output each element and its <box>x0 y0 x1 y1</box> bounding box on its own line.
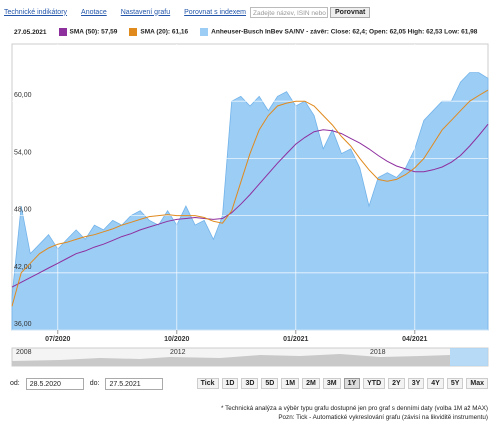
note: Pozn: Tick - Automatické vykreslování gr… <box>278 414 488 421</box>
range-button[interactable]: YTD <box>363 378 386 389</box>
range-button[interactable]: 1Y <box>343 378 361 389</box>
range-button[interactable]: 2M <box>302 378 320 389</box>
legend-item: SMA (50): 57,59 <box>58 28 118 36</box>
range-button[interactable]: 5Y <box>446 378 464 389</box>
range-button[interactable]: Tick <box>196 378 219 389</box>
legend-label: Anheuser-Busch InBev SA/NV - závěr: Clos… <box>211 28 478 36</box>
search-input[interactable]: Zadejte název, ISIN nebo <box>250 6 329 18</box>
controls: od: 28.5.2020 do: 27.5.2021 Tick 1D 3D 5D 1M… <box>10 376 488 391</box>
navigator: 2008 2012 2018 <box>11 347 489 367</box>
from-input[interactable]: 28.5.2020 <box>25 377 84 390</box>
legend-item: SMA (20): 61,16 <box>129 28 188 36</box>
legend: 27.05.2021 SMA (50): 57,59 SMA (20): 61,1… <box>14 28 477 36</box>
note: * Technická analýza a výběr typu grafu d… <box>221 405 488 412</box>
chart: 36,00 42,00 48,00 54,00 60,00 07/2020 10/2020 0… <box>11 43 489 343</box>
toolbar-link[interactable]: Anotace <box>81 8 107 16</box>
close-area <box>11 72 489 331</box>
x-tick-label: 10/2020 <box>164 336 189 343</box>
legend-label: SMA (20): 61,16 <box>140 28 189 36</box>
range-button[interactable]: 3D <box>241 378 259 389</box>
navigator-year: 2018 <box>370 349 386 356</box>
navigator-year: 2008 <box>16 349 32 356</box>
toolbar-link[interactable]: Technické indikátory <box>4 8 68 16</box>
to-label: do: <box>89 380 100 387</box>
toolbar-link[interactable]: Porovnat s indexem <box>184 8 247 16</box>
range-button[interactable]: Max <box>466 378 488 389</box>
notes: * Technická analýza a výběr typu grafu d… <box>221 404 488 422</box>
legend-swatch <box>129 28 138 36</box>
x-tick-label: 04/2021 <box>402 336 427 343</box>
range-button[interactable]: 4Y <box>427 378 444 389</box>
y-tick-label: 60,00 <box>14 92 32 99</box>
toolbar: Technické indikátory Anotace Nastavení g… <box>4 5 371 19</box>
sma-line <box>11 123 489 288</box>
x-tick-label: 01/2021 <box>283 336 308 343</box>
range-button[interactable]: 3Y <box>407 378 425 389</box>
from-label: od: <box>10 380 20 387</box>
legend-label: SMA (50): 57,59 <box>69 28 118 36</box>
y-tick-label: 48,00 <box>14 207 32 214</box>
compare-button[interactable]: Porovnat <box>330 6 371 18</box>
navigator-year: 2012 <box>170 349 186 356</box>
toolbar-link[interactable]: Nastavení grafu <box>120 8 171 16</box>
range-button[interactable]: 5D <box>261 378 279 389</box>
range-button[interactable]: 1D <box>221 378 239 389</box>
x-tick-label: 07/2020 <box>45 336 70 343</box>
navigator-area <box>12 354 450 366</box>
legend-date: 27.05.2021 <box>14 28 47 36</box>
sma-line <box>11 89 489 307</box>
legend-swatch <box>58 28 67 36</box>
range-button[interactable]: 2Y <box>388 378 405 389</box>
y-tick-label: 54,00 <box>14 149 32 156</box>
y-tick-label: 36,00 <box>14 321 32 328</box>
y-tick-label: 42,00 <box>14 264 32 271</box>
legend-item: Anheuser-Busch InBev SA/NV - závěr: Clos… <box>200 28 477 36</box>
range-button[interactable]: 1M <box>281 378 300 389</box>
navigator-selection[interactable] <box>450 348 488 366</box>
legend-swatch <box>200 28 209 36</box>
to-input[interactable]: 27.5.2021 <box>105 377 164 390</box>
range-button[interactable]: 3M <box>322 378 341 389</box>
range-buttons: Tick 1D 3D 5D 1M 2M 3M 1Y YTD 2Y 3Y 4Y 5Y Max <box>196 378 488 389</box>
